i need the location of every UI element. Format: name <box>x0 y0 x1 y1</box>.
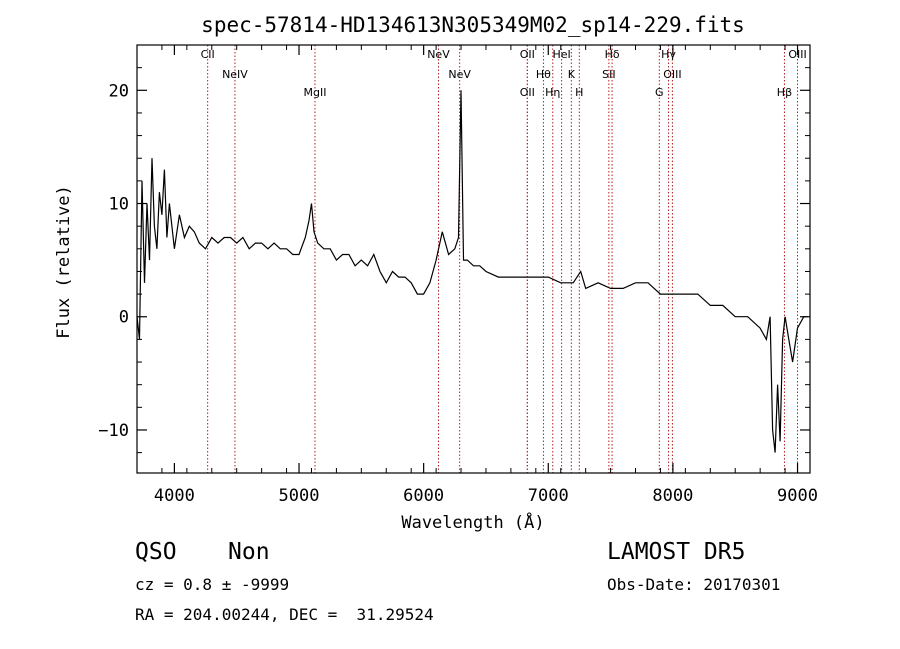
spectral-line-label: Hη <box>545 86 560 99</box>
survey-label: LAMOST DR5 <box>607 539 746 565</box>
chart-title: spec-57814-HD134613N305349M02_sp14-229.f… <box>201 13 745 37</box>
spectral-line-label: SII <box>602 68 615 81</box>
spectral-line-label: Hδ <box>605 48 620 61</box>
spectrum-line <box>136 90 808 453</box>
coordinates-text: RA = 204.00244, DEC = 31.29524 <box>135 605 434 624</box>
spectral-line-label: HeI <box>552 48 570 61</box>
x-tick-label: 7000 <box>528 486 569 506</box>
x-tick-label: 5000 <box>279 486 320 506</box>
spectral-line-label: OII <box>520 86 535 99</box>
spectral-line-label: NeV <box>427 48 450 61</box>
x-axis-ticks: 4000 5000 6000 7000 8000 9000 <box>136 45 818 506</box>
plot-frame <box>136 44 811 474</box>
y-axis-label: Flux (relative) <box>54 185 74 339</box>
spectral-line-label: K <box>568 68 576 81</box>
spectral-line-label: NeIV <box>222 68 248 81</box>
obs-date-text: Obs-Date: 20170301 <box>607 575 781 594</box>
y-tick-label: 0 <box>119 308 129 328</box>
y-tick-label: 20 <box>109 81 129 101</box>
spectral-line-label: Hθ <box>536 68 551 81</box>
redshift-text: cz = 0.8 ± -9999 <box>135 575 290 594</box>
spectral-line-label: OIII <box>663 68 681 81</box>
x-axis-label: Wavelength (Å) <box>401 511 544 533</box>
spectral-line-label: MgII <box>303 86 326 99</box>
x-tick-label: 4000 <box>154 486 195 506</box>
spectral-line-label: G <box>655 86 664 99</box>
spectral-line-label: Hβ <box>777 86 792 99</box>
spectral-line-markers <box>207 45 799 473</box>
spectral-line-label: OII <box>520 48 535 61</box>
spectral-line-label: Hγ <box>661 48 676 61</box>
y-axis-ticks: −10 0 10 20 <box>98 44 810 454</box>
x-tick-label: 9000 <box>777 486 818 506</box>
spectral-line-label: H <box>575 86 583 99</box>
class-label: QSO <box>135 539 177 565</box>
spectral-line-label: NeV <box>448 68 471 81</box>
y-tick-label: 10 <box>109 195 129 215</box>
x-tick-label: 8000 <box>652 486 693 506</box>
spectral-line-label: OIII <box>788 48 806 61</box>
subclass-label: Non <box>228 539 270 565</box>
spectral-line-label: CII <box>201 48 215 61</box>
y-tick-label: −10 <box>98 421 129 441</box>
x-tick-label: 6000 <box>403 486 444 506</box>
